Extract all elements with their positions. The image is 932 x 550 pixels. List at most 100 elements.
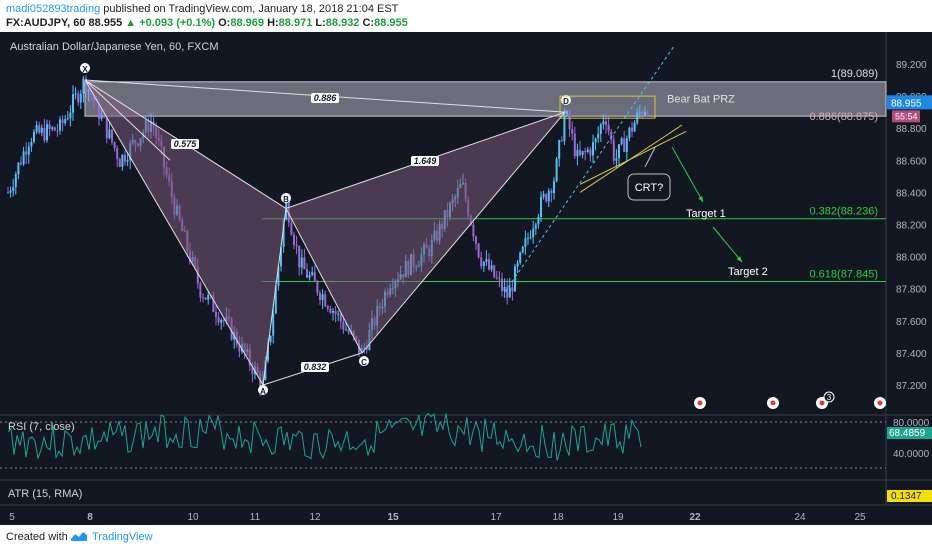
price-tick-label: 88.600 [896,156,927,167]
candle-body [610,131,613,140]
candle-body [313,272,316,281]
candle-body [576,149,579,157]
rsi-label: RSI (7, close) [8,421,75,433]
candle-body [477,243,480,258]
candle-body [599,124,602,134]
target1-label: Target 1 [686,208,726,220]
pattern-point-label: B [283,195,289,204]
tradingview-brand-link[interactable]: TradingView [92,531,153,543]
candle-body [92,95,95,101]
candle-body [295,245,298,247]
candle-body [324,294,327,307]
open-value: 88.969 [230,17,264,29]
time-tick-label: 11 [250,512,261,523]
rsi-value: 68.4859 [889,428,926,439]
candle-body [66,118,69,120]
price-tick-label: 88.200 [896,221,927,232]
publish-line: madi052893trading published on TradingVi… [6,3,398,15]
rsi-axis-80: 80.0000 [893,418,930,429]
fib-label-0886: 0.886(88.875) [810,111,879,123]
candle-body [215,311,217,318]
candle-body [573,133,576,157]
event-count: 3 [827,393,832,402]
candle-body [332,310,334,313]
candle-body [267,341,269,361]
target2-label: Target 2 [728,266,768,278]
candle-body [534,224,537,229]
candle-body [480,257,483,267]
chart-canvas[interactable]: Australian Dollar/Japanese Yen, 60, FXCM… [0,32,932,525]
candle-body [82,78,85,94]
pattern-point-marker [80,63,90,73]
candle-body [17,162,20,175]
candle-body [589,149,592,156]
rsi-axis-40: 40.0000 [893,449,930,460]
candle-body [64,119,67,124]
candle-body [524,238,527,247]
candle-body [33,131,35,142]
atr-label: ATR (15, RMA) [8,488,82,500]
candle-body [485,259,488,262]
candle-body [516,262,519,267]
candle-body [339,313,342,322]
candle-body [20,162,22,165]
candle-body [103,115,106,118]
candle-body [550,190,553,194]
crt-bubble [627,173,671,201]
current-price-badge [887,95,932,110]
current-price-value: 88.955 [891,98,922,109]
candle-body [116,148,119,160]
ratio-badge [311,93,339,103]
candle-body [633,122,636,132]
candle-body [69,112,72,119]
candle-body [521,246,524,253]
candle-body [74,93,77,95]
candle-body [581,151,584,156]
target1-arrow-head [698,196,703,202]
candle-body [615,158,618,161]
candle-body [46,124,48,141]
candle-body [98,98,100,119]
candle-body [100,115,103,119]
candle-body [537,216,540,225]
candle-body [277,266,280,286]
created-with-label: Created with [6,531,68,543]
low-value: 88.932 [325,17,360,29]
candle-body [298,245,301,268]
price-tick-label: 87.800 [896,285,927,296]
prz-zone [84,81,887,117]
candle-body [592,142,594,156]
candle-body [342,321,345,330]
symbol-label: FX:AUDJPY, 60 [6,17,86,29]
candle-body [625,138,628,152]
prz-annotation: Bear Bat PRZ [667,94,735,106]
candle-body [306,269,308,278]
candle-body [35,125,38,132]
candle-body [77,93,80,103]
candle-body [85,78,87,92]
candle-body [196,266,199,284]
candle-body [238,344,241,352]
pattern-point-label: D [563,97,569,106]
pattern-point-label: C [361,358,367,367]
channel-lower [579,130,687,185]
price-tick-label: 89.200 [896,60,927,71]
candle-body [511,287,514,292]
target2-arrow-head [736,256,742,262]
economic-event-dot [697,400,703,406]
candle-body [631,127,633,132]
candle-body [108,129,111,139]
candle-body [272,313,275,336]
candle-body [568,111,571,129]
candle-body [14,174,17,188]
candle-body [646,111,649,114]
candle-body [490,265,493,270]
candle-body [303,257,306,270]
candle-body [501,278,503,291]
publish-header: madi052893trading published on TradingVi… [0,0,932,32]
candle-body [628,127,631,139]
candle-body [571,128,574,134]
pattern-point-marker [561,95,571,105]
candle-body [498,278,501,280]
author-link[interactable]: madi052893trading [6,3,101,15]
